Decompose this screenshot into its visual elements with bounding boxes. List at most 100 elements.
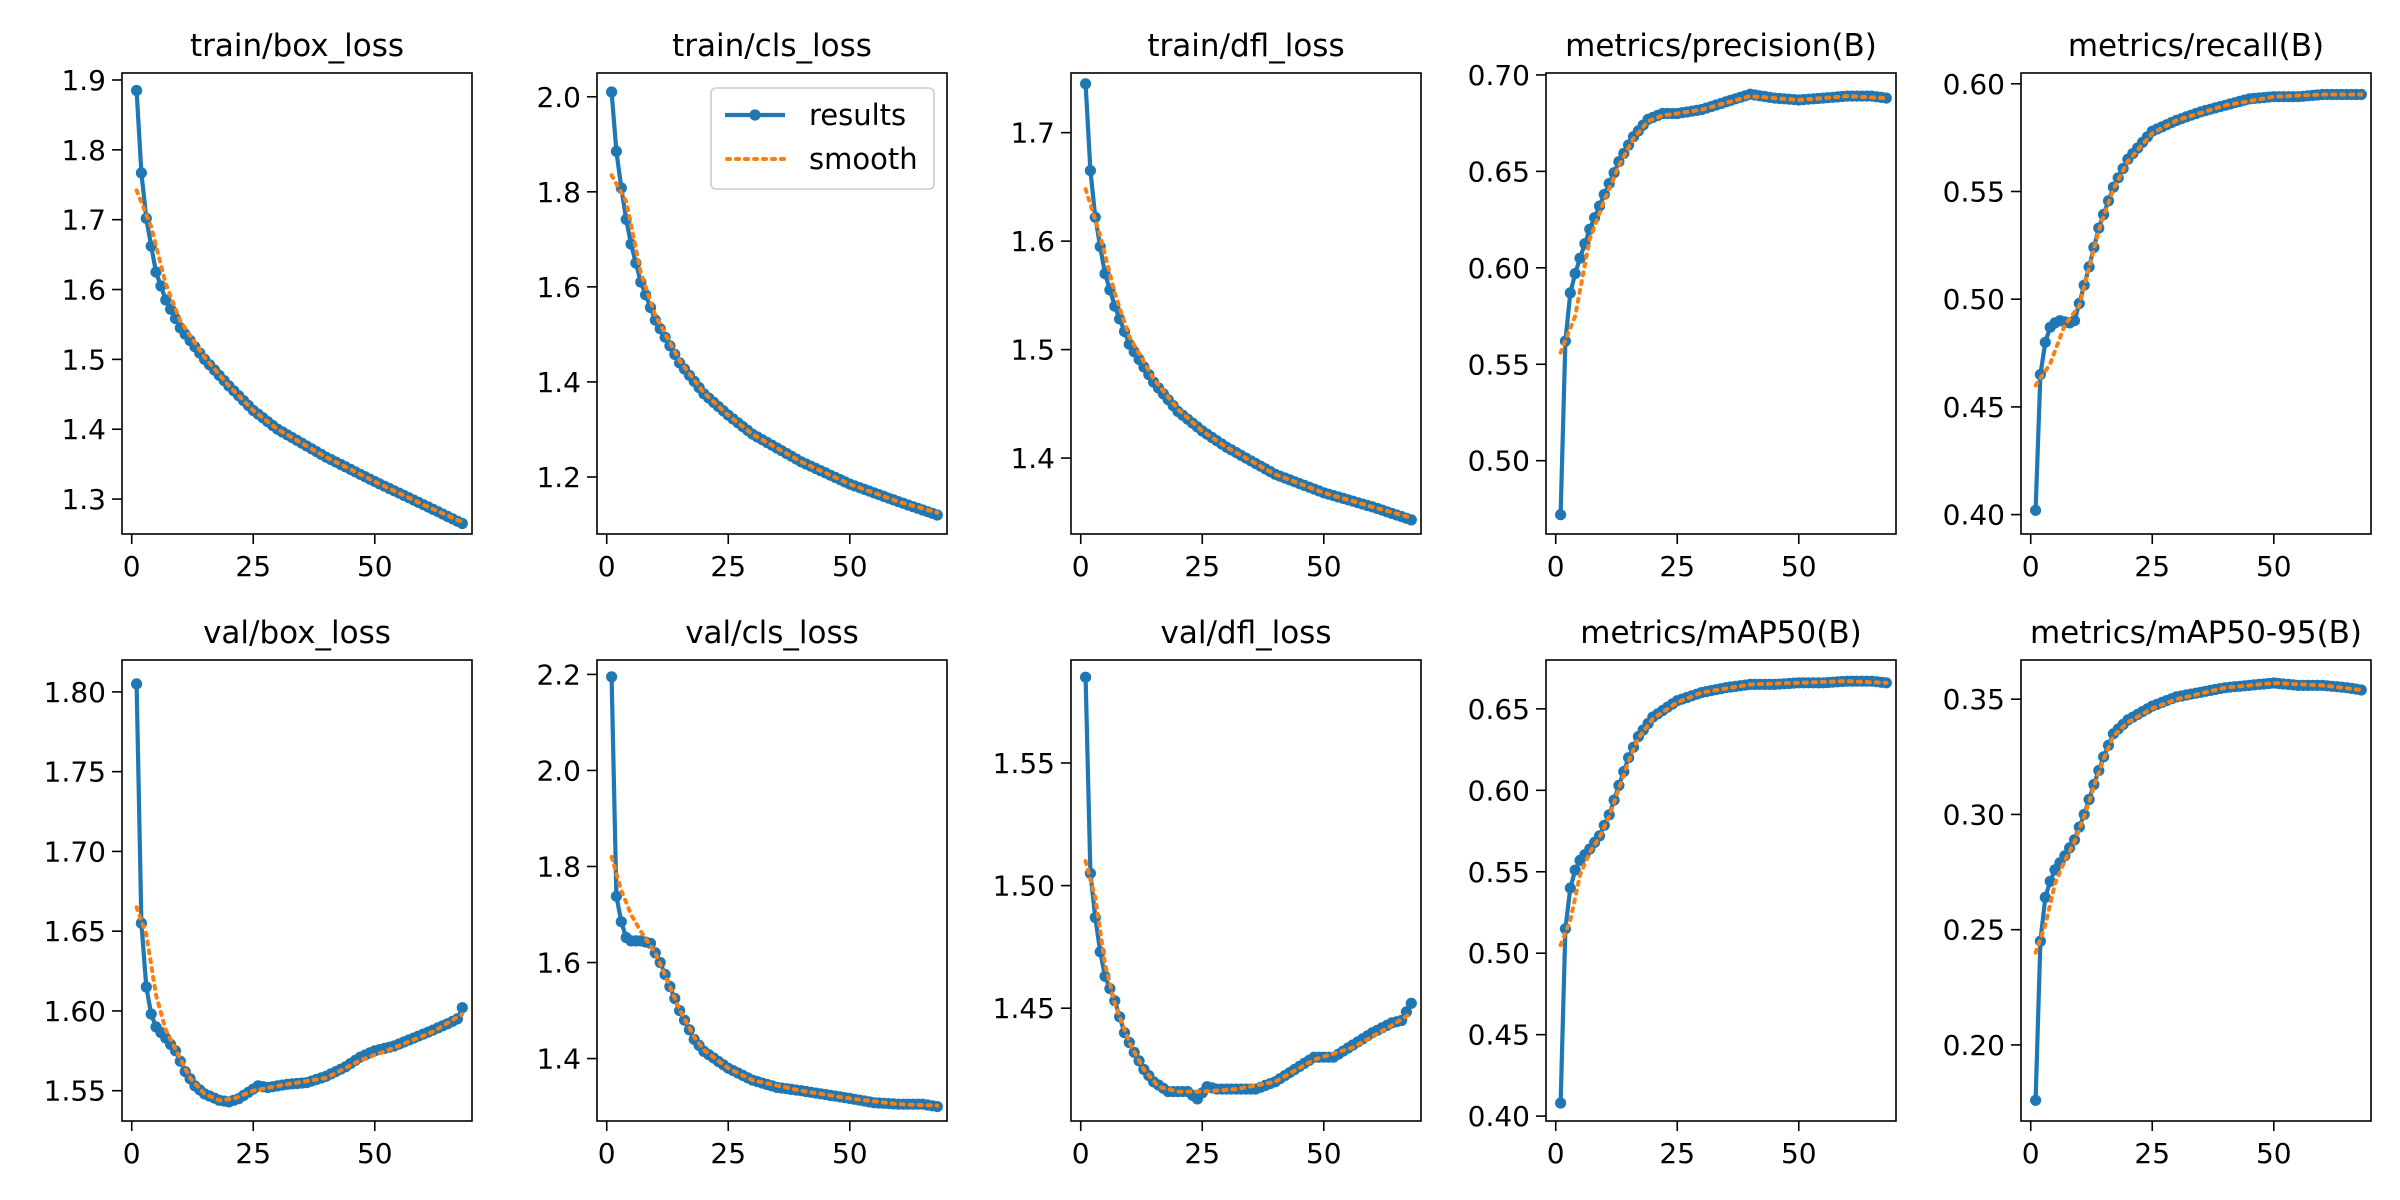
results-point <box>169 313 182 325</box>
subplot-title: train/box_loss <box>190 28 404 64</box>
subplot: metrics/recall(B) 0 25 50 0.40 0.45 0.50 0.55 0.… <box>1943 28 2372 583</box>
x-tick-label: 25 <box>2134 550 2170 583</box>
y-tick-label: 1.60 <box>44 995 106 1028</box>
y-tick-label: 0.55 <box>1943 175 2005 208</box>
axes-frame <box>596 659 948 1122</box>
axes-frame <box>1070 72 1422 535</box>
y-tick-label: 1.80 <box>44 676 106 709</box>
y-tick-label: 1.4 <box>536 1043 581 1076</box>
results-point <box>2068 315 2081 327</box>
y-tick-label: 1.6 <box>536 947 581 980</box>
legend: results smooth <box>710 87 935 190</box>
x-tick-label: 50 <box>1306 550 1342 583</box>
results-point <box>2030 1094 2042 1106</box>
x-tick-label: 50 <box>357 1137 393 1170</box>
results-point <box>1564 882 1576 894</box>
x-tick-label: 25 <box>235 1137 271 1170</box>
subplot-title: train/dfl_loss <box>1147 28 1344 64</box>
y-tick-label: 0.55 <box>1468 856 1530 889</box>
y-tick-label: 1.9 <box>61 64 106 97</box>
y-tick-label: 2.2 <box>536 658 581 691</box>
results-point <box>1569 268 1581 280</box>
subplot: metrics/mAP50-95(B) 0 25 50 0.20 0.25 0.30 0.35 <box>1943 615 2372 1170</box>
smooth-line <box>134 905 465 1103</box>
results-point <box>610 890 623 902</box>
x-tick-label: 0 <box>123 550 141 583</box>
smooth-line <box>2033 92 2364 388</box>
y-tick-label: 0.55 <box>1468 348 1530 381</box>
y-tick-label: 1.55 <box>44 1075 106 1108</box>
x-tick-label: 50 <box>1781 1137 1817 1170</box>
x-tick-label: 25 <box>1659 1137 1695 1170</box>
y-tick-label: 1.8 <box>61 134 106 167</box>
y-tick-label: 1.3 <box>61 483 106 516</box>
subplot: metrics/mAP50(B) 0 25 50 0.40 0.45 0.50 0.55 0.6… <box>1468 615 1897 1170</box>
x-tick-label: 50 <box>1781 550 1817 583</box>
results-point <box>610 145 623 157</box>
y-tick-label: 1.7 <box>61 204 106 237</box>
y-tick-label: 0.45 <box>1468 1019 1530 1052</box>
y-tick-label: 1.8 <box>536 850 581 883</box>
results-point <box>1555 509 1567 521</box>
subplot: val/box_loss 0 25 50 1.55 1.60 1.65 1.70 1.75 1.8… <box>44 615 473 1170</box>
y-tick-label: 0.35 <box>1943 683 2005 716</box>
subplot: metrics/precision(B) 0 25 50 0.50 0.55 0.60 0.6… <box>1468 28 1897 583</box>
y-tick-label: 2.0 <box>536 81 581 114</box>
y-tick-label: 1.6 <box>1010 225 1055 258</box>
smooth-line <box>1083 859 1414 1094</box>
subplot: train/cls_loss 0 25 50 1.2 1.4 1.6 1.8 2.0 result… <box>536 28 948 583</box>
x-tick-label: 0 <box>598 550 616 583</box>
y-tick-label: 1.4 <box>1010 442 1055 475</box>
x-tick-label: 50 <box>2256 1137 2292 1170</box>
smooth-line <box>1558 94 1889 355</box>
y-tick-label: 1.6 <box>536 271 581 304</box>
x-tick-label: 50 <box>832 550 868 583</box>
smooth-line <box>609 854 940 1108</box>
x-tick-label: 0 <box>1547 1137 1565 1170</box>
y-tick-label: 1.65 <box>44 915 106 948</box>
legend-results-label: results <box>809 98 906 132</box>
y-tick-label: 0.50 <box>1468 445 1530 478</box>
results-point <box>150 266 162 278</box>
y-tick-label: 0.50 <box>1468 937 1530 970</box>
y-tick-label: 1.75 <box>44 756 106 789</box>
smooth-line <box>1558 679 1889 948</box>
y-tick-label: 1.55 <box>993 747 1055 780</box>
results-point <box>606 671 618 683</box>
x-tick-label: 25 <box>710 550 746 583</box>
y-tick-label: 1.4 <box>536 366 581 399</box>
subplot-title: metrics/precision(B) <box>1565 28 1877 64</box>
x-tick-label: 50 <box>832 1137 868 1170</box>
y-tick-label: 1.4 <box>61 413 106 446</box>
subplot-title: val/dfl_loss <box>1161 615 1332 651</box>
subplot-title: metrics/mAP50(B) <box>1580 615 1861 651</box>
results-point <box>2039 891 2051 904</box>
results-point <box>1405 997 1417 1009</box>
y-tick-label: 1.5 <box>1010 334 1055 367</box>
y-tick-label: 1.7 <box>1010 117 1055 150</box>
results-point <box>1574 252 1586 264</box>
subplot: train/dfl_loss 0 25 50 1.4 1.5 1.6 1.7 <box>1010 28 1422 583</box>
y-tick-label: 0.70 <box>1468 59 1530 92</box>
y-tick-label: 0.65 <box>1468 693 1530 726</box>
results-point <box>1569 864 1581 876</box>
results-point <box>2039 336 2051 348</box>
y-tick-label: 1.8 <box>536 176 581 209</box>
y-tick-label: 2.0 <box>536 754 581 787</box>
y-tick-label: 1.5 <box>61 343 106 376</box>
y-tick-label: 0.50 <box>1943 283 2005 316</box>
results-point <box>140 981 152 993</box>
y-tick-label: 0.25 <box>1943 914 2005 947</box>
axes-frame <box>121 72 473 535</box>
x-tick-label: 25 <box>1184 1137 1220 1170</box>
results-point <box>131 84 143 97</box>
results-point <box>1080 671 1092 683</box>
subplot-title: val/cls_loss <box>685 615 859 651</box>
smooth-line <box>609 173 940 515</box>
subplot: val/cls_loss 0 25 50 1.4 1.6 1.8 2.0 2.2 <box>536 615 948 1170</box>
smooth-line <box>1083 187 1414 520</box>
results-point <box>1080 78 1092 90</box>
x-tick-label: 0 <box>1547 550 1565 583</box>
